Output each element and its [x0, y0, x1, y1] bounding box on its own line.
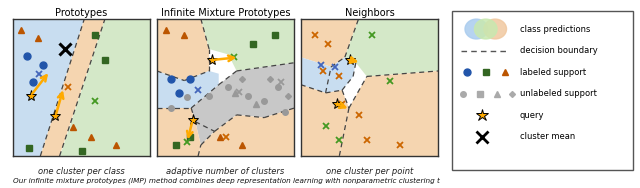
Text: query: query — [520, 111, 544, 120]
Polygon shape — [40, 19, 105, 156]
Polygon shape — [339, 71, 438, 156]
Polygon shape — [157, 19, 209, 80]
Polygon shape — [301, 57, 356, 93]
Title: Infinite Mixture Prototypes: Infinite Mixture Prototypes — [161, 8, 291, 18]
Text: Our infinite mixture prototypes (IMP) method combines deep representation learni: Our infinite mixture prototypes (IMP) me… — [13, 178, 440, 184]
Polygon shape — [198, 108, 294, 156]
Text: cluster mean: cluster mean — [520, 132, 575, 141]
FancyBboxPatch shape — [452, 11, 633, 170]
Polygon shape — [345, 19, 438, 77]
Text: adaptive number of clusters: adaptive number of clusters — [166, 167, 285, 176]
Text: one cluster per class: one cluster per class — [38, 167, 125, 176]
Text: class predictions: class predictions — [520, 24, 590, 33]
Title: Neighbors: Neighbors — [345, 8, 394, 18]
Circle shape — [465, 19, 488, 39]
Title: Prototypes: Prototypes — [56, 8, 108, 18]
Text: unlabeled support: unlabeled support — [520, 89, 596, 98]
Circle shape — [484, 19, 506, 39]
Polygon shape — [201, 19, 294, 71]
Polygon shape — [60, 19, 150, 156]
Text: one cluster per point: one cluster per point — [326, 167, 413, 176]
Polygon shape — [157, 108, 201, 156]
Circle shape — [474, 19, 497, 39]
Polygon shape — [301, 19, 358, 67]
Polygon shape — [301, 85, 349, 156]
Text: decision boundary: decision boundary — [520, 46, 598, 55]
Polygon shape — [191, 63, 294, 145]
Polygon shape — [13, 19, 84, 156]
Text: labeled support: labeled support — [520, 67, 586, 77]
Polygon shape — [157, 71, 219, 108]
